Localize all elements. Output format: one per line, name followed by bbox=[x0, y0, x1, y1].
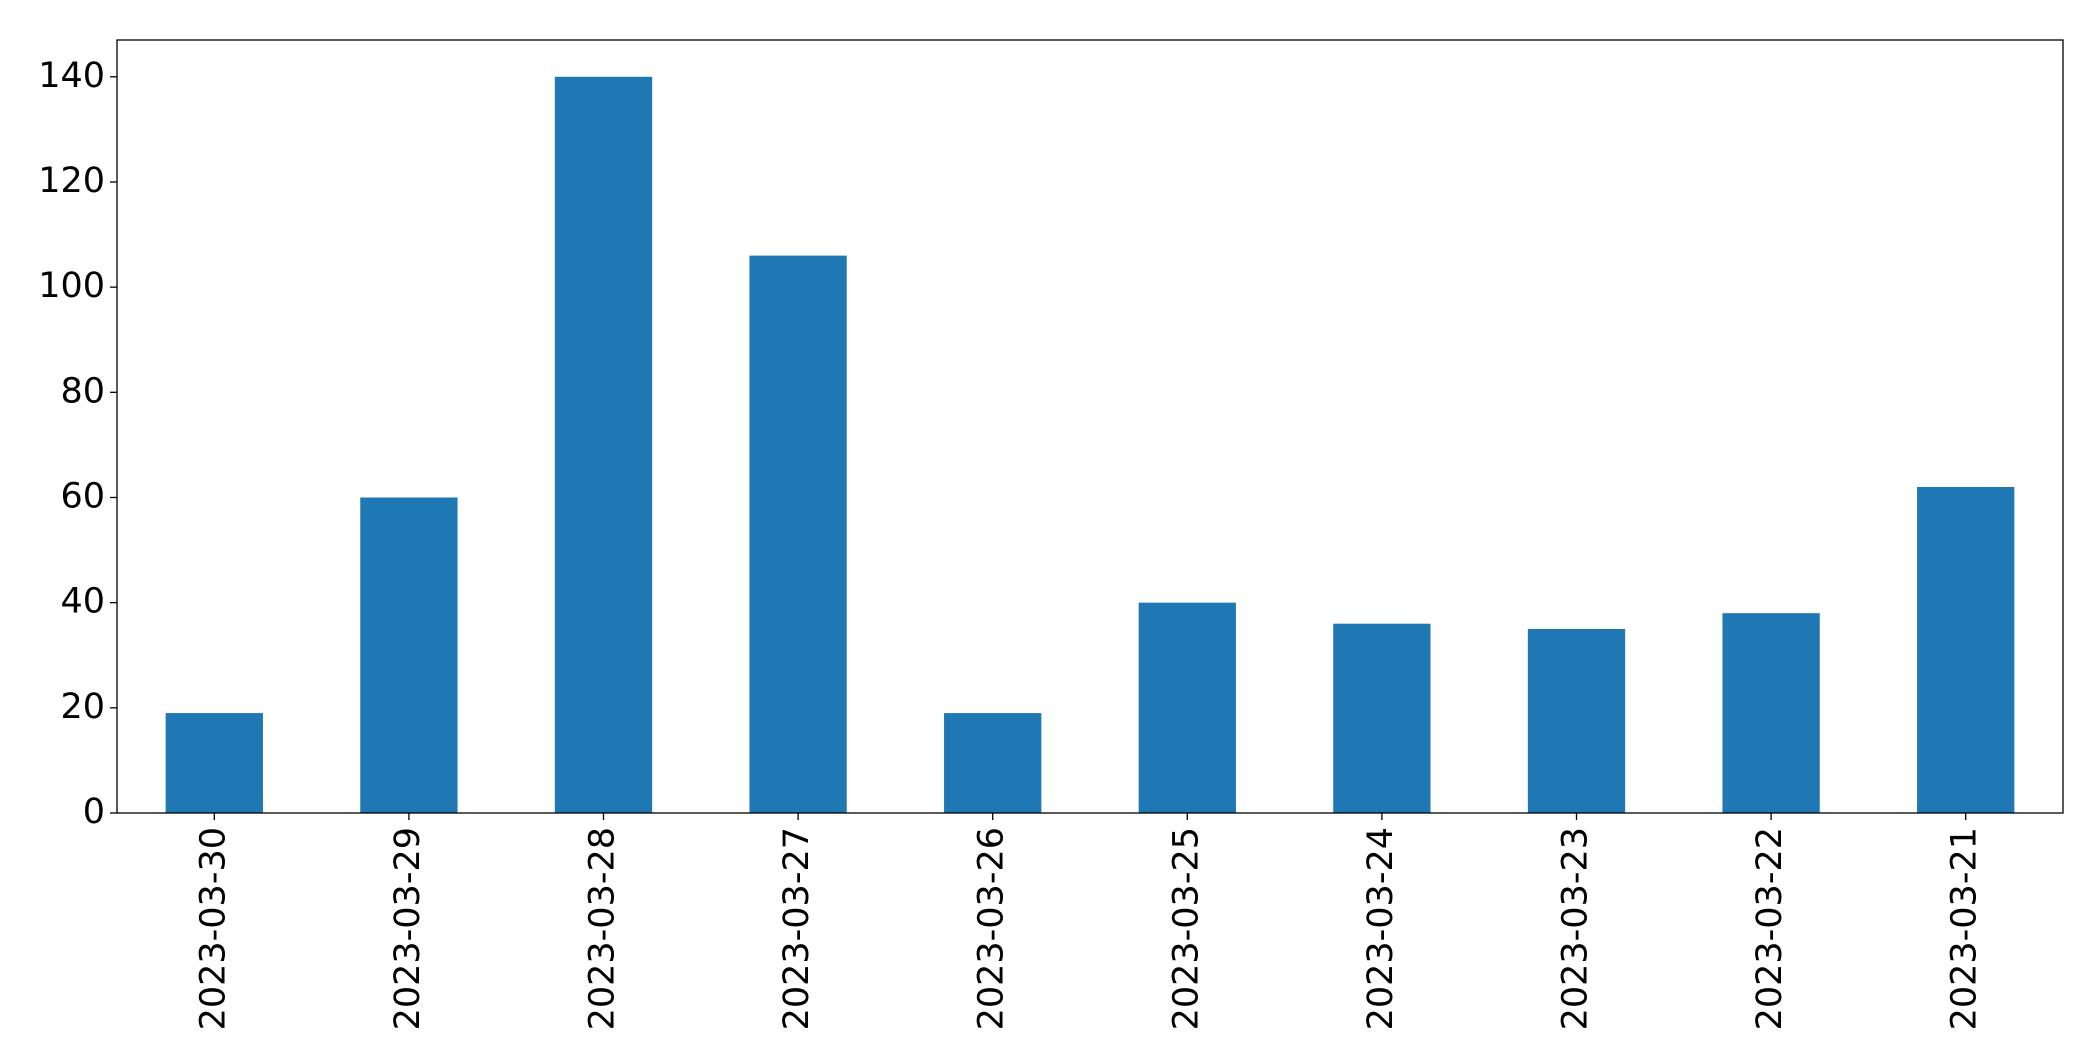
y-tick-label: 100 bbox=[38, 266, 105, 306]
y-tick-label: 0 bbox=[83, 792, 105, 832]
x-tick-label: 2023-03-27 bbox=[777, 827, 817, 1030]
x-tick-label: 2023-03-30 bbox=[193, 827, 233, 1030]
bar bbox=[749, 255, 847, 813]
bar bbox=[165, 713, 263, 813]
x-tick-label: 2023-03-26 bbox=[972, 827, 1012, 1030]
bar bbox=[1527, 628, 1626, 813]
x-tick-label: 2023-03-21 bbox=[1945, 827, 1985, 1030]
y-tick-label: 120 bbox=[38, 161, 105, 201]
y-tick-label: 80 bbox=[60, 371, 105, 411]
bar bbox=[944, 713, 1042, 813]
y-tick-label: 40 bbox=[60, 582, 105, 622]
bar bbox=[1333, 623, 1431, 813]
bar bbox=[1138, 602, 1236, 813]
x-tick-label: 2023-03-22 bbox=[1750, 827, 1790, 1030]
bar bbox=[1722, 613, 1820, 813]
y-tick-label: 20 bbox=[60, 687, 105, 727]
x-tick-label: 2023-03-25 bbox=[1166, 827, 1206, 1030]
x-tick-label: 2023-03-24 bbox=[1361, 827, 1401, 1030]
bar bbox=[360, 497, 458, 813]
x-tick-label: 2023-03-23 bbox=[1556, 827, 1596, 1030]
y-tick-label: 60 bbox=[60, 476, 105, 516]
x-tick-label: 2023-03-29 bbox=[388, 827, 428, 1030]
bar bbox=[554, 76, 653, 814]
bar bbox=[1917, 486, 2015, 813]
plot-frame bbox=[116, 39, 2064, 814]
x-tick-label: 2023-03-28 bbox=[583, 827, 623, 1030]
y-tick-label: 140 bbox=[38, 56, 105, 96]
